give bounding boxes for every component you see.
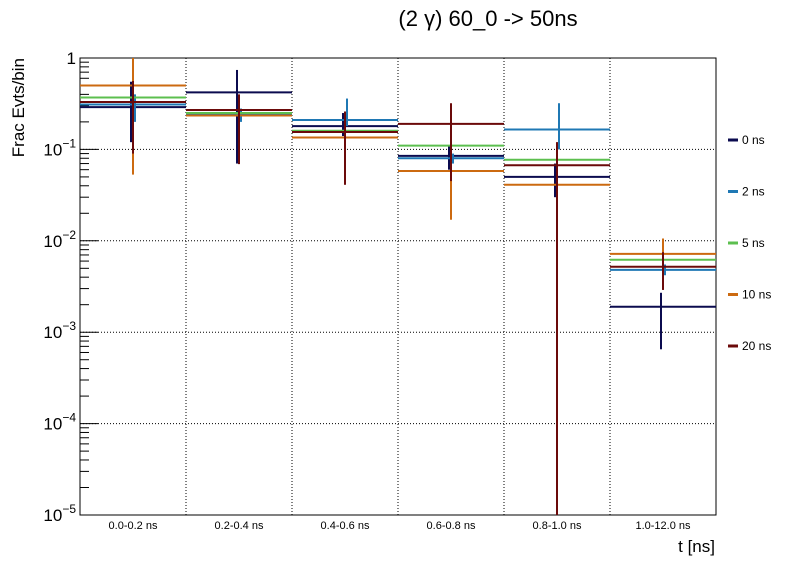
x-tick-label: 0.4-0.6 ns bbox=[321, 520, 370, 532]
y-tick-label: 1 bbox=[67, 49, 76, 68]
grid-lines bbox=[80, 58, 716, 515]
chart-title: (2 γ) 60_0 -> 50ns bbox=[398, 6, 577, 31]
x-tick-label: 0.0-0.2 ns bbox=[109, 520, 158, 532]
y-axis-label: Frac Evts/bin bbox=[9, 58, 28, 157]
series-layer bbox=[80, 58, 716, 515]
legend-label: 10 ns bbox=[742, 288, 771, 302]
legend-label: 2 ns bbox=[742, 185, 765, 199]
x-axis: 0.0-0.2 ns 0.2-0.4 ns 0.4-0.6 ns 0.6-0.8 ns… bbox=[109, 520, 691, 532]
y-tick-label: 10−2 bbox=[43, 228, 76, 251]
legend-label: 5 ns bbox=[742, 236, 765, 250]
y-tick-label: 10−5 bbox=[43, 502, 76, 525]
y-axis: 1 10−1 10−2 10−3 10−4 10−5 bbox=[43, 49, 98, 525]
x-tick-label: 0.6-0.8 ns bbox=[427, 520, 476, 532]
y-tick-label: 10−4 bbox=[43, 411, 76, 434]
legend-label: 0 ns bbox=[742, 133, 765, 147]
y-tick-label: 10−3 bbox=[43, 319, 76, 342]
x-tick-label: 1.0-12.0 ns bbox=[635, 520, 691, 532]
legend-label: 20 ns bbox=[742, 339, 771, 353]
x-tick-label: 0.2-0.4 ns bbox=[215, 520, 264, 532]
series-4 bbox=[80, 81, 716, 515]
legend: 0 ns 2 ns 5 ns 10 ns 20 ns bbox=[728, 133, 771, 353]
x-axis-label: t [ns] bbox=[678, 537, 715, 556]
y-tick-label: 10−1 bbox=[43, 136, 76, 159]
x-tick-label: 0.8-1.0 ns bbox=[533, 520, 582, 532]
